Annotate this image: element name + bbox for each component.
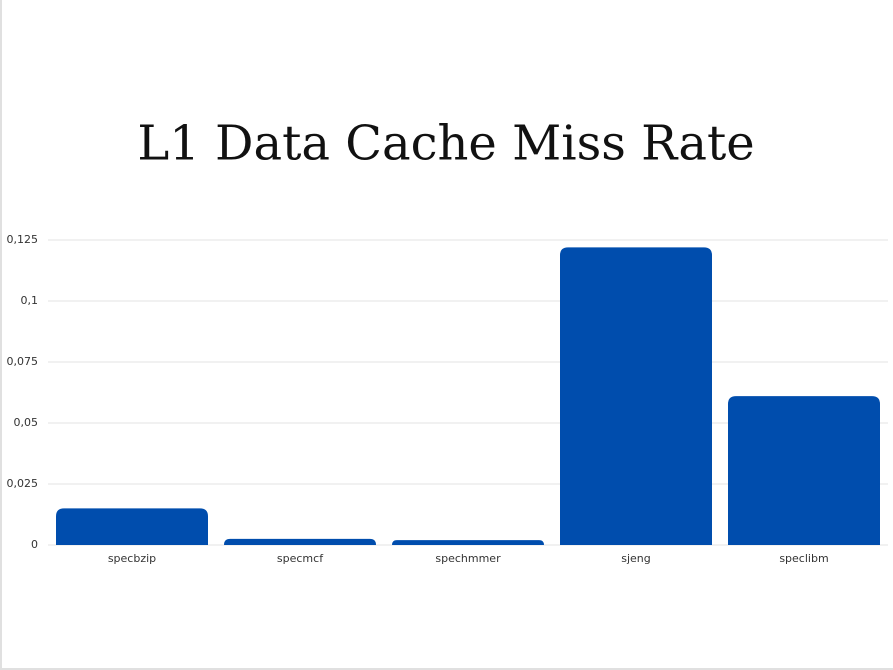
y-tick-label: 0 <box>31 538 38 551</box>
page-border <box>0 0 2 670</box>
y-tick-label: 0,1 <box>21 294 39 307</box>
y-tick-label: 0,025 <box>7 477 39 490</box>
x-tick-label: specbzip <box>108 552 156 565</box>
bar <box>224 538 376 545</box>
page-border <box>0 668 893 670</box>
y-tick-label: 0,05 <box>14 416 39 429</box>
bar <box>728 396 880 545</box>
bar <box>560 247 712 545</box>
x-tick-label: spechmmer <box>435 552 501 565</box>
bar <box>56 508 208 545</box>
y-tick-label: 0,075 <box>7 355 39 368</box>
x-tick-label: sjeng <box>621 552 651 565</box>
x-tick-label: speclibm <box>779 552 828 565</box>
x-tick-label: specmcf <box>277 552 324 565</box>
y-tick-label: 0,125 <box>7 233 39 246</box>
chart-title: L1 Data Cache Miss Rate <box>137 116 754 172</box>
bar <box>392 540 544 545</box>
